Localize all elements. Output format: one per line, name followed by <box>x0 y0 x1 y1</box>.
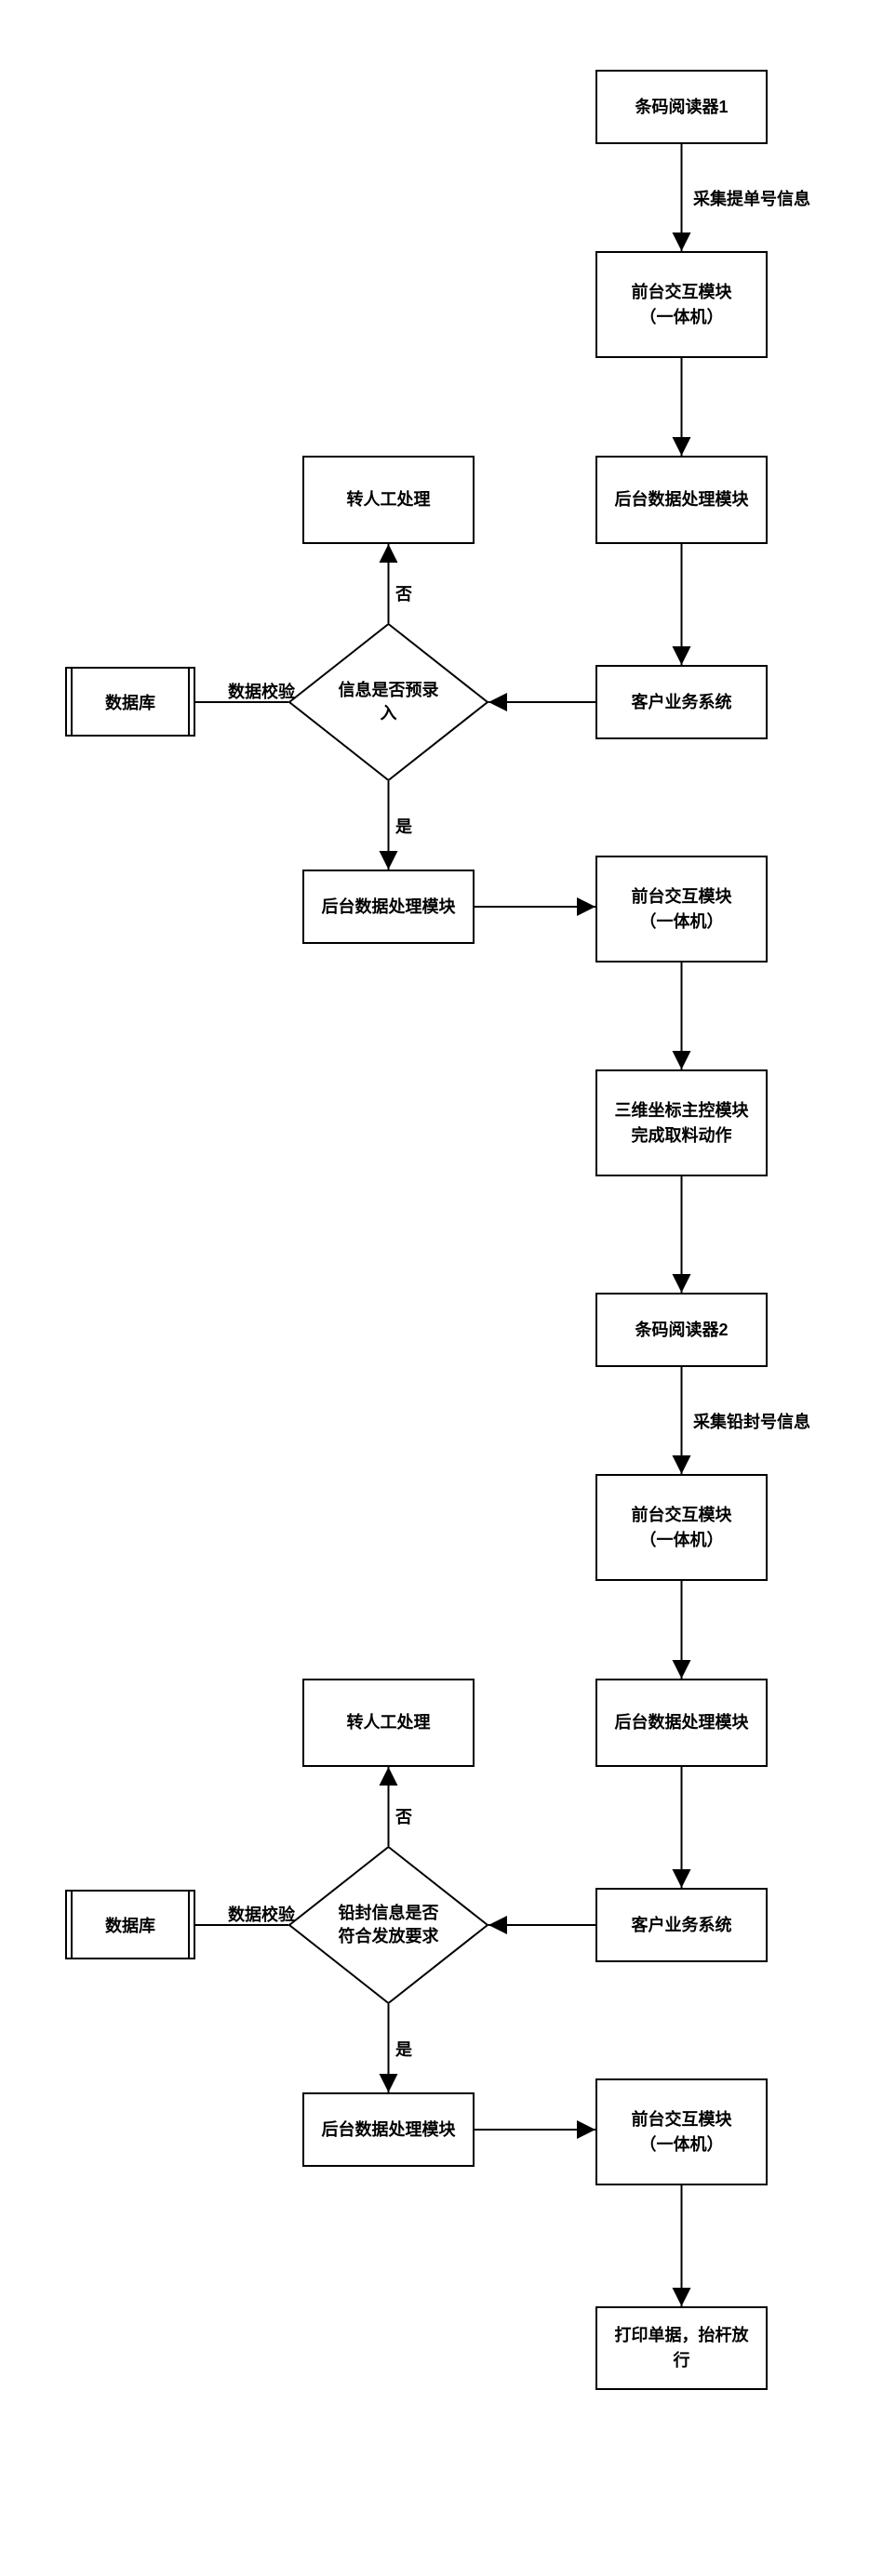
flow-node-n13: 后台数据处理模块 <box>595 1679 768 1767</box>
flow-node-n12: 前台交互模块（一体机） <box>595 1474 768 1581</box>
node-label: 后台数据处理模块 <box>615 487 749 512</box>
flow-node-n18: 后台数据处理模块 <box>302 2092 475 2167</box>
flow-node-n9: 前台交互模块（一体机） <box>595 856 768 963</box>
node-label: 前台交互模块（一体机） <box>632 884 732 935</box>
node-label: 打印单据，抬杆放行 <box>615 2323 749 2373</box>
flow-node-n20: 打印单据，抬杆放行 <box>595 2306 768 2390</box>
edge-label-e1: 采集提单号信息 <box>693 186 810 210</box>
flow-node-n14: 转人工处理 <box>302 1679 475 1767</box>
flow-node-n11: 条码阅读器2 <box>595 1293 768 1367</box>
node-label: 条码阅读器1 <box>635 95 728 120</box>
edge-label-e8: 是 <box>395 814 412 838</box>
node-label: 条码阅读器2 <box>635 1318 728 1343</box>
edge-label-e11: 采集铅封号信息 <box>693 1409 810 1433</box>
node-label: 三维坐标主控模块完成取料动作 <box>615 1098 749 1149</box>
flow-node-n1: 条码阅读器1 <box>595 70 768 144</box>
flow-node-n17: 客户业务系统 <box>595 1888 768 1962</box>
decision-node-n16: 铅封信息是否符合发放要求 <box>288 1846 488 2004</box>
flow-node-n2: 前台交互模块（一体机） <box>595 251 768 358</box>
node-label: 后台数据处理模块 <box>322 2118 456 2143</box>
database-node-n5: 数据库 <box>65 667 195 737</box>
edge-label-e16: 数据校验 <box>228 1902 295 1926</box>
node-label: 后台数据处理模块 <box>322 895 456 920</box>
node-label: 转人工处理 <box>347 487 431 512</box>
flow-node-n8: 后台数据处理模块 <box>302 870 475 944</box>
node-label: 客户业务系统 <box>632 690 732 715</box>
node-label: 前台交互模块（一体机） <box>632 280 732 330</box>
flow-node-n10: 三维坐标主控模块完成取料动作 <box>595 1069 768 1176</box>
node-label: 铅封信息是否符合发放要求 <box>339 1902 439 1948</box>
node-label: 前台交互模块（一体机） <box>632 1503 732 1553</box>
edge-label-e5: 否 <box>395 581 412 605</box>
node-label: 信息是否预录入 <box>339 679 439 725</box>
flow-node-n4: 转人工处理 <box>302 456 475 544</box>
node-label: 数据库 <box>105 694 155 712</box>
node-label: 数据库 <box>105 1917 155 1935</box>
edge-label-e6: 数据校验 <box>228 679 295 703</box>
edge-label-e15: 否 <box>395 1804 412 1828</box>
node-label: 后台数据处理模块 <box>615 1710 749 1735</box>
database-node-n15: 数据库 <box>65 1890 195 1959</box>
node-label: 前台交互模块（一体机） <box>632 2107 732 2158</box>
arrows-layer <box>0 0 896 2576</box>
flow-node-n3: 后台数据处理模块 <box>595 456 768 544</box>
decision-node-n6: 信息是否预录入 <box>288 623 488 781</box>
node-label: 转人工处理 <box>347 1710 431 1735</box>
flow-node-n7: 客户业务系统 <box>595 665 768 739</box>
edge-label-e18: 是 <box>395 2037 412 2061</box>
flow-node-n19: 前台交互模块（一体机） <box>595 2078 768 2185</box>
node-label: 客户业务系统 <box>632 1913 732 1938</box>
